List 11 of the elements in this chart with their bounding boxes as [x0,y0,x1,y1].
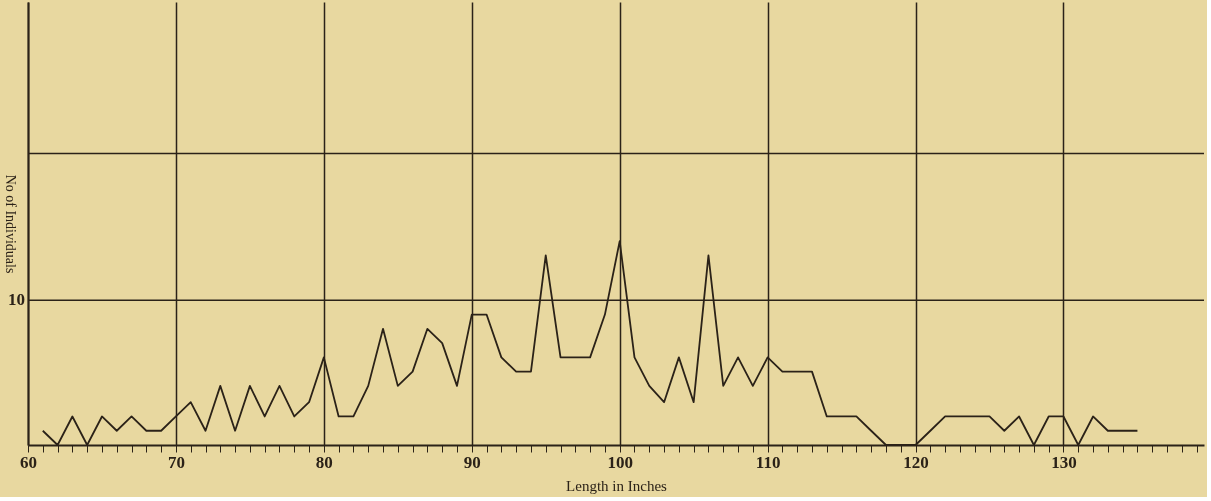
x-tick-label: 80 [315,452,333,472]
x-axis-title: Length in Inches [566,477,668,494]
x-tick-label: 90 [463,452,481,472]
x-tick-label: 130 [1051,452,1077,472]
y-axis-title: No of Individuals [2,174,18,274]
x-tick-label: 60 [20,452,37,472]
x-tick-label: 110 [755,452,781,472]
x-tick-label: 120 [903,452,929,472]
text: 10 [8,290,25,310]
x-tick-label: 70 [167,452,185,472]
x-tick-label: 100 [607,452,633,472]
